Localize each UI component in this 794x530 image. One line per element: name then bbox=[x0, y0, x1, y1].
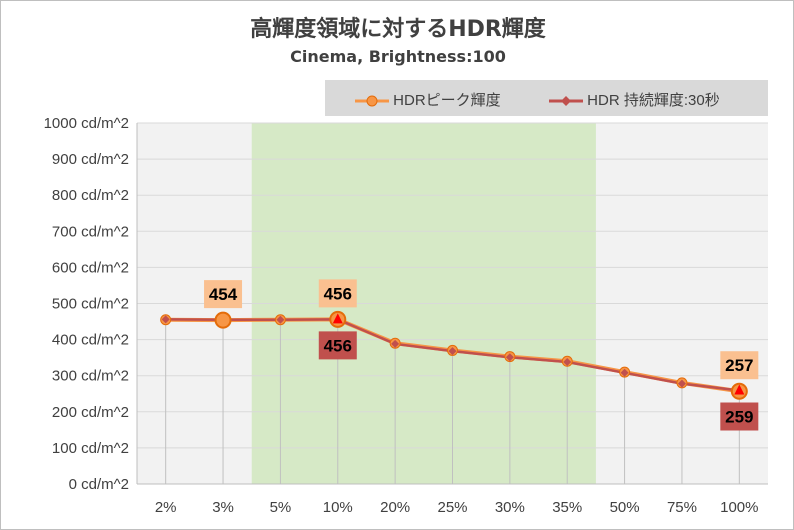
legend-marker-sustained bbox=[549, 96, 583, 107]
y-tick-label: 200 cd/m^2 bbox=[52, 404, 129, 421]
legend-marker-peak bbox=[355, 95, 389, 107]
y-tick-label: 0 cd/m^2 bbox=[69, 476, 129, 493]
x-tick-label: 100% bbox=[720, 499, 758, 516]
data-label-box-sustained bbox=[318, 331, 357, 360]
x-tick-label: 75% bbox=[667, 499, 697, 516]
data-point-sustained bbox=[448, 347, 457, 356]
highlight-point-peak bbox=[214, 311, 232, 329]
y-tick-label: 600 cd/m^2 bbox=[52, 259, 129, 276]
y-tick-label: 700 cd/m^2 bbox=[52, 223, 129, 240]
data-label-box-sustained bbox=[720, 402, 759, 431]
data-point-sustained bbox=[505, 353, 514, 362]
x-tick-label: 35% bbox=[552, 499, 582, 516]
x-tick-label: 3% bbox=[212, 499, 234, 516]
data-label-peak: 456 bbox=[324, 284, 352, 303]
legend-item-peak: HDRピーク輝度 bbox=[355, 89, 501, 110]
highlight-point-sustained bbox=[332, 313, 343, 324]
data-label-peak: 454 bbox=[209, 285, 238, 304]
data-label-box-peak bbox=[720, 351, 759, 380]
legend-item-sustained: HDR 持続輝度:30秒 bbox=[549, 89, 720, 110]
legend-label-sustained: HDR 持続輝度:30秒 bbox=[587, 92, 720, 109]
data-point-sustained bbox=[391, 339, 400, 348]
x-tick-label: 5% bbox=[270, 499, 292, 516]
data-point-sustained bbox=[620, 368, 629, 377]
y-tick-label: 900 cd/m^2 bbox=[52, 151, 129, 168]
highlight-point-sustained bbox=[734, 384, 745, 395]
data-label-sustained: 259 bbox=[725, 408, 753, 427]
chart-title: 高輝度領域に対するHDR輝度 bbox=[250, 17, 546, 42]
y-tick-label: 400 cd/m^2 bbox=[52, 332, 129, 349]
chart-subtitle: Cinema, Brightness:100 bbox=[290, 47, 506, 66]
x-tick-label: 20% bbox=[380, 499, 410, 516]
data-label-peak: 257 bbox=[725, 356, 753, 375]
x-tick-label: 50% bbox=[610, 499, 640, 516]
data-point-sustained bbox=[563, 357, 572, 366]
data-point-sustained bbox=[677, 379, 686, 388]
data-point-sustained bbox=[276, 315, 285, 324]
y-tick-label: 300 cd/m^2 bbox=[52, 368, 129, 385]
y-tick-label: 1000 cd/m^2 bbox=[44, 115, 129, 132]
legend-label-peak: HDRピーク輝度 bbox=[393, 92, 501, 109]
x-tick-label: 25% bbox=[437, 499, 467, 516]
y-tick-label: 800 cd/m^2 bbox=[52, 187, 129, 204]
x-tick-label: 10% bbox=[323, 499, 353, 516]
x-tick-label: 30% bbox=[495, 499, 525, 516]
data-label-box-peak bbox=[318, 279, 357, 308]
data-label-box-peak bbox=[204, 280, 243, 309]
y-tick-label: 100 cd/m^2 bbox=[52, 440, 129, 457]
y-tick-label: 500 cd/m^2 bbox=[52, 296, 129, 313]
data-label-sustained: 456 bbox=[324, 336, 352, 355]
data-point-sustained bbox=[161, 315, 170, 324]
x-tick-label: 2% bbox=[155, 499, 177, 516]
legend: HDRピーク輝度 HDR 持続輝度:30秒 bbox=[325, 80, 768, 116]
